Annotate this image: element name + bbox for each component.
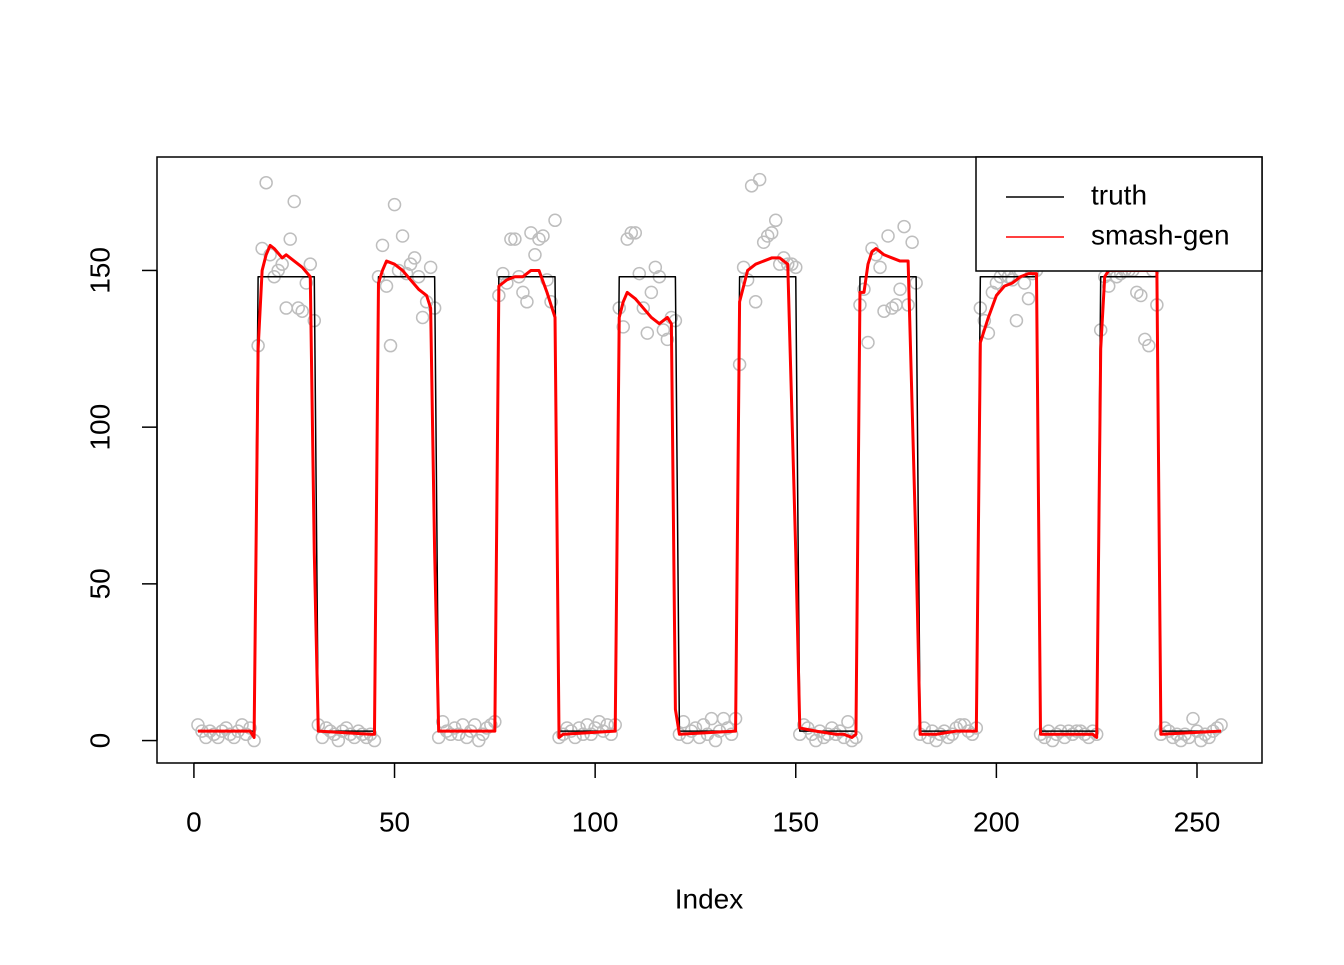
series-line	[197, 243, 1222, 739]
data-point	[207, 727, 221, 742]
data-point	[1021, 291, 1036, 306]
data-point	[748, 295, 763, 309]
legend-label: truth	[1091, 179, 1147, 210]
data-point	[1130, 285, 1144, 300]
data-point	[845, 733, 859, 748]
x-tick-label: 50	[379, 806, 410, 837]
data-point	[893, 282, 907, 297]
data-point	[303, 257, 318, 271]
data-point	[223, 727, 237, 742]
data-point	[1210, 721, 1224, 735]
data-point	[375, 238, 390, 253]
data-point	[905, 235, 919, 249]
data-point	[291, 301, 305, 315]
data-point	[660, 332, 675, 347]
data-point	[744, 179, 759, 193]
data-point	[877, 304, 891, 318]
data-point	[1186, 711, 1200, 726]
x-tick-label: 100	[572, 806, 619, 837]
data-point	[889, 298, 903, 312]
x-axis-label: Index	[675, 883, 744, 914]
data-point	[536, 229, 550, 243]
data-point	[885, 301, 899, 315]
data-point	[387, 197, 402, 212]
y-tick-label: 100	[84, 404, 115, 451]
data-point	[764, 226, 779, 240]
data-point	[520, 295, 534, 309]
data-point	[379, 279, 394, 293]
data-point	[628, 226, 643, 240]
data-point	[383, 338, 398, 353]
data-point	[287, 194, 301, 209]
x-tick-label: 200	[973, 806, 1020, 837]
data-point	[283, 232, 297, 246]
data-point	[259, 175, 273, 190]
data-point	[897, 219, 911, 234]
data-point	[407, 251, 422, 265]
data-point	[415, 310, 430, 325]
series-line	[197, 275, 1222, 732]
data-point	[1009, 313, 1024, 328]
y-tick-label: 50	[84, 568, 115, 599]
data-point	[632, 266, 647, 281]
data-point	[1142, 338, 1156, 353]
data-point	[768, 213, 783, 228]
data-point	[504, 232, 518, 246]
data-point	[279, 301, 293, 315]
data-point	[532, 232, 546, 246]
x-tick-label: 150	[772, 806, 819, 837]
y-tick-label: 0	[84, 733, 115, 749]
data-point	[524, 226, 538, 240]
data-point	[1198, 727, 1212, 742]
data-point	[395, 229, 410, 243]
x-tick-label: 0	[186, 806, 202, 837]
data-point	[528, 248, 542, 262]
data-point	[295, 304, 309, 318]
data-point	[873, 260, 887, 275]
y-tick-label: 150	[84, 247, 115, 294]
data-point	[861, 335, 875, 350]
data-point	[636, 301, 651, 315]
legend-label: smash-gen	[1091, 219, 1230, 250]
data-point	[548, 213, 562, 228]
data-point	[1134, 288, 1148, 303]
data-point	[431, 730, 446, 745]
legend-box	[975, 156, 1263, 272]
data-point	[949, 721, 964, 735]
data-point	[760, 229, 775, 243]
data-point	[881, 229, 895, 243]
data-point	[724, 727, 739, 742]
data-point	[752, 172, 767, 187]
data-point	[616, 320, 630, 334]
data-point	[841, 715, 855, 729]
data-point	[243, 721, 257, 735]
data-point	[423, 260, 438, 275]
data-point	[640, 326, 655, 340]
data-point	[624, 226, 639, 240]
x-tick-label: 250	[1174, 806, 1221, 837]
data-point	[789, 260, 803, 275]
data-point	[644, 285, 659, 300]
data-point	[1214, 718, 1228, 732]
data-point	[704, 711, 719, 726]
data-point	[508, 232, 522, 246]
